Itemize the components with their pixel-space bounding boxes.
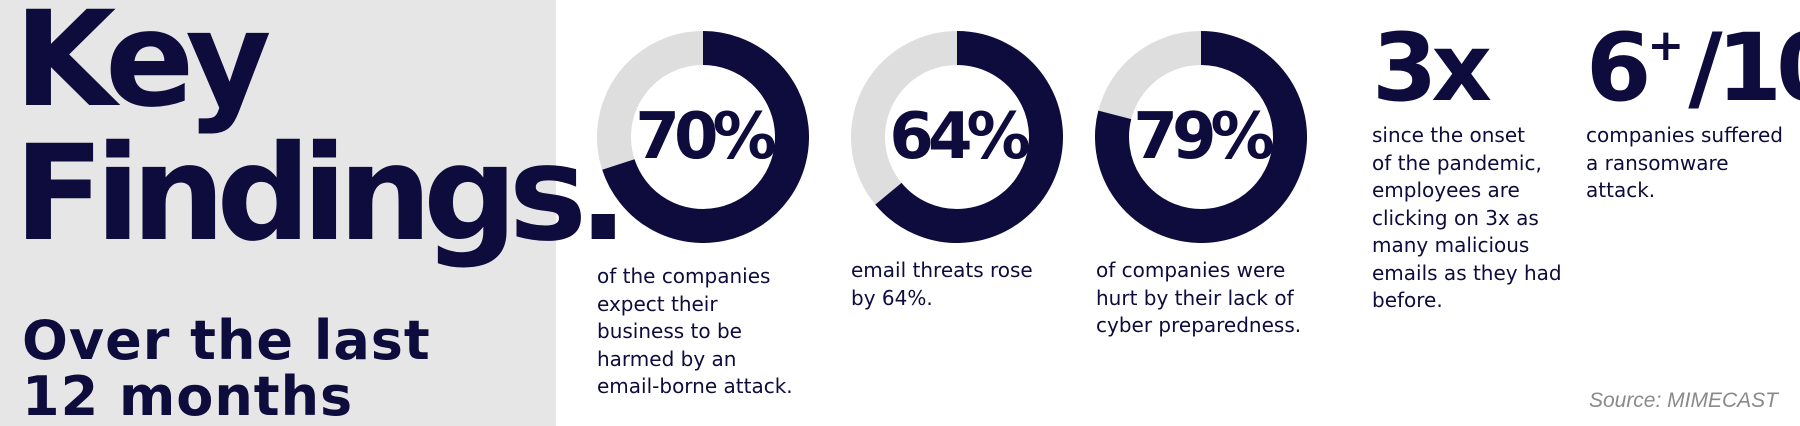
donut-3-svg	[1095, 31, 1307, 243]
headline-line-1: Key	[14, 0, 272, 137]
stat-6-caption-line: companies suffered	[1586, 123, 1783, 147]
donut-2-value-arc	[875, 31, 1063, 243]
stat-3x-caption-line: clicking on 3x as	[1372, 205, 1539, 230]
donut-2-value-label: 64%	[889, 100, 1030, 174]
subheadline-line-1: Over the last	[22, 309, 431, 372]
stat-6-suffix: /10	[1688, 14, 1800, 123]
stat-6-caption-line: a ransomware	[1586, 150, 1729, 175]
stat-6-main: 6	[1586, 14, 1651, 123]
donut-3-value-label: 79%	[1133, 100, 1274, 174]
donut-1-caption: of the companies expect their business t…	[597, 263, 793, 401]
donut-1-caption-line: email-borne attack.	[597, 374, 793, 398]
donut-1-caption-line: expect their	[597, 291, 718, 316]
stat-6-plus-superscript: +	[1647, 20, 1685, 71]
stat-3x-value: 3x	[1372, 22, 1492, 116]
stat-6-of-10-value: 6+/10	[1586, 22, 1800, 116]
source-credit: Source: MIMECAST	[1588, 389, 1778, 412]
stat-3x-main: 3x	[1372, 14, 1492, 123]
stat-3x-caption-line: before.	[1372, 288, 1443, 312]
donut-3-caption-line: cyber preparedness.	[1096, 313, 1302, 337]
donut-3-caption-line: hurt by their lack of	[1096, 285, 1294, 310]
donut-3-value-arc	[1095, 31, 1307, 243]
headline-line-2: Findings.	[14, 117, 628, 271]
donut-chart-3: 79%	[1095, 31, 1307, 243]
stat-6-caption: companies suffered a ransomware attack.	[1586, 122, 1783, 205]
donut-1-caption-line: harmed by an	[597, 346, 737, 371]
donut-1-value-arc	[602, 31, 809, 243]
donut-2-svg	[851, 31, 1063, 243]
stat-3x-caption-line: emails as they had	[1372, 260, 1562, 285]
donut-2-caption-line: email threats rose	[851, 258, 1033, 282]
subheadline-line-2: 12 months	[22, 365, 354, 426]
donut-1-value-label: 70%	[635, 100, 776, 174]
donut-3-caption: of companies were hurt by their lack of …	[1096, 257, 1301, 340]
donut-2-caption: email threats rose by 64%.	[851, 257, 1033, 312]
donut-2-caption-line: by 64%.	[851, 285, 933, 310]
stat-3x-caption-line: of the pandemic,	[1372, 150, 1542, 175]
donut-chart-1: 70%	[597, 31, 809, 243]
stat-6-caption-line: attack.	[1586, 178, 1656, 202]
donut-3-caption-line: of companies were	[1096, 258, 1286, 282]
stat-3x-caption-line: many malicious	[1372, 233, 1530, 257]
stat-3x-caption: since the onset of the pandemic, employe…	[1372, 122, 1562, 315]
donut-1-caption-line: of the companies	[597, 264, 771, 288]
key-findings-panel: Key Findings. Over the last 12 months	[0, 0, 628, 426]
donut-chart-2: 64%	[851, 31, 1063, 243]
donut-1-svg	[597, 31, 809, 243]
stat-3x-caption-line: since the onset	[1372, 123, 1525, 147]
donut-1-caption-line: business to be	[597, 319, 742, 343]
stat-3x-caption-line: employees are	[1372, 178, 1520, 202]
